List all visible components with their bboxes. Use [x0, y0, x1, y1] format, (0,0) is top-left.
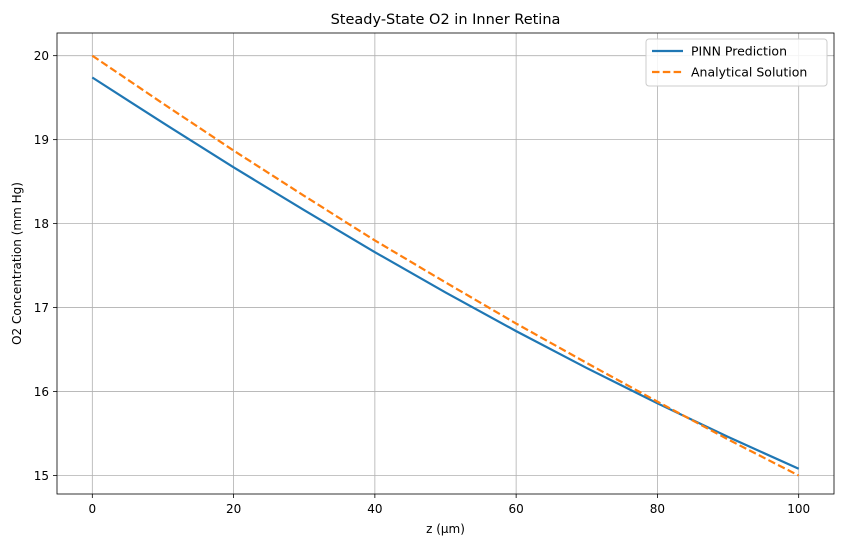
y-tick-label: 19 — [34, 133, 49, 147]
plot-series — [91, 54, 800, 477]
legend: PINN Prediction Analytical Solution — [645, 38, 828, 87]
series-line-pinn-prediction — [91, 76, 800, 470]
y-tick-label: 16 — [34, 385, 49, 399]
y-axis-ticks: 15 16 17 18 19 20 — [34, 49, 57, 483]
chart-title: Steady-State O2 in Inner Retina — [331, 12, 561, 28]
x-tick-label: 100 — [787, 502, 810, 516]
y-tick-label: 20 — [34, 49, 49, 63]
x-axis-label: z (μm) — [426, 522, 465, 536]
series-line-analytical-solution — [91, 54, 800, 477]
x-tick-label: 60 — [508, 502, 523, 516]
x-tick-label: 80 — [650, 502, 665, 516]
x-tick-label: 20 — [226, 502, 241, 516]
legend-box — [645, 38, 828, 87]
x-axis-ticks: 0 20 40 60 80 100 — [88, 494, 810, 516]
legend-label-pinn: PINN Prediction — [691, 44, 787, 59]
x-tick-label: 40 — [367, 502, 382, 516]
y-tick-label: 15 — [34, 469, 49, 483]
x-tick-label: 0 — [88, 502, 96, 516]
y-axis-label: O2 Concentration (mm Hg) — [10, 182, 24, 345]
grid — [57, 33, 834, 494]
y-tick-label: 18 — [34, 217, 49, 231]
legend-label-analytical: Analytical Solution — [691, 65, 807, 80]
plot-frame — [56, 32, 835, 495]
y-tick-label: 17 — [34, 301, 49, 315]
